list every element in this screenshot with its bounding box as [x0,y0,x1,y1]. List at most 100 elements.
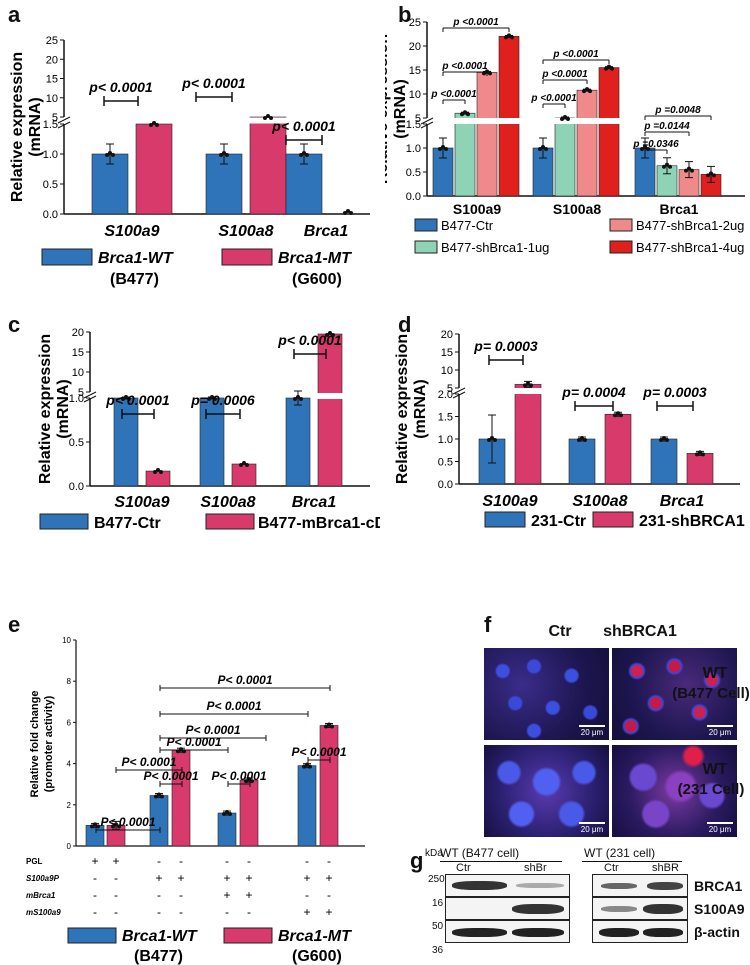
bar-break [454,118,476,124]
condition-sign: - [93,905,97,919]
data-point [580,436,584,440]
data-point [526,381,530,386]
bar-ctr [199,397,225,487]
micro-ctr-b477: 20 μm [484,648,609,740]
bar-break [598,118,620,124]
condition-sign: - [179,854,183,868]
y-tick-label: 1.5 [438,412,453,424]
panel-letter-d: d [398,312,412,337]
p-value: p <0.0001 [530,93,577,104]
data-point [96,824,100,829]
legend-label: B477-Ctr [94,515,161,532]
data-point [157,792,161,797]
data-point [687,166,691,171]
condition-sign: - [114,871,118,885]
bar-series-3 [598,67,620,197]
data-point [114,822,118,827]
y-tick-label: 1.0 [406,143,421,155]
data-point [662,436,666,440]
bar-condition-5 [239,779,259,847]
data-point [349,211,353,215]
blot-brca1-231 [592,874,688,897]
y-tick-label: 0.5 [69,437,84,449]
condition-sign: + [155,871,162,885]
condition-sign: - [157,905,161,919]
legend-wt-sub: (B477) [134,948,183,965]
y-tick-label: 0.5 [438,457,453,469]
g-sh1: shBr [524,862,547,874]
bar-series-2 [476,72,498,197]
condition-sign: + [303,871,310,885]
data-point [222,812,226,817]
data-point [330,724,334,729]
p-value: P< 0.0001 [291,745,346,759]
axis-break [420,117,434,125]
f-col-ctr: Ctr [548,623,572,640]
y-axis-unit: (mRNA) [392,79,409,139]
y-tick-label: 10 [409,89,421,101]
data-point [343,211,347,215]
chart-a: 0.0 0.5 1.0 1.55 10 15 20 25 Relative expression… [9,35,370,288]
data-point [616,411,620,416]
data-point [228,812,232,817]
data-point [582,89,586,94]
bar-sh [514,384,542,485]
data-point [293,397,297,401]
data-point [560,117,564,121]
data-point [213,397,217,401]
f-row1-a: WT [702,665,728,682]
data-point [153,470,157,475]
x-category-label: Brca1 [292,494,337,511]
y-axis-label: Relative fold change [29,691,41,798]
scale-bar: 20 μm [707,822,733,834]
chart-e: 0 2 4 6 8 10 Relative fold change (promoter act… [26,636,365,965]
axis-break [57,121,71,129]
p-value: p <0.0001 [541,69,588,80]
data-point [305,762,309,767]
legend-swatch [414,240,438,254]
legend-swatch [609,240,633,254]
y-tick-label: 5 [447,383,453,395]
panel-letter-a: a [8,2,21,27]
y-tick-label: 10 [46,93,58,105]
f-row2-b: (231 Cell) [677,781,745,798]
y-tick-label: 2.0 [438,389,453,401]
condition-sign: + [177,871,184,885]
data-point [488,71,492,76]
chart-d: 0.0 0.5 1.0 1.5 2.05 10 15 20 Relative expressio… [394,329,745,530]
bar-cdna [145,470,171,487]
data-point [640,147,644,151]
g-group2: WT (231 cell) [584,846,656,860]
y-tick-label: 20 [72,327,84,339]
data-point [242,461,246,465]
scale-bar: 20 μm [707,725,733,737]
data-point [643,145,647,149]
f-col-shbrca1: shBRCA1 [603,623,677,640]
y-tick-label: 0.0 [43,209,58,221]
data-point [207,397,211,401]
legend-swatch [609,218,633,232]
y-tick-label: 1.0 [43,149,58,161]
p-value: p< 0.0001 [105,392,170,408]
data-point [299,397,303,401]
micro-sh-231: 20 μm [612,745,737,837]
data-point [210,395,214,399]
g-row-s100a9: S100A9 [694,901,745,917]
condition-sign: - [247,854,251,868]
data-point [124,395,128,399]
condition-sign: - [114,905,118,919]
p-value: P< 0.0001 [166,735,221,749]
data-point [121,397,125,401]
data-point [619,413,623,418]
condition-sign: - [93,888,97,902]
data-point [668,164,672,169]
data-point [538,147,542,151]
g-ctr2: Ctr [604,862,619,874]
y-tick-label: 0.0 [69,481,84,493]
g-row-actin: β-actin [694,924,740,940]
p-value: p< 0.0001 [181,75,246,91]
blot-actin-231 [592,920,688,943]
legend-swatch-mt [221,248,273,266]
legend-label: B477-mBrca1-cDNA [258,515,380,532]
p-value: p <0.0001 [441,61,488,72]
